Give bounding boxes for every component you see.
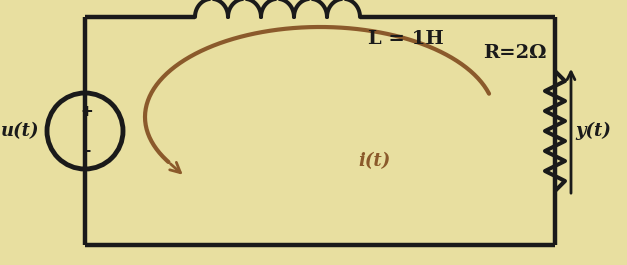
Text: -: -: [84, 143, 90, 158]
Text: +: +: [81, 104, 93, 119]
Text: u(t): u(t): [1, 122, 39, 140]
Text: i(t): i(t): [359, 152, 391, 170]
Text: R=2Ω: R=2Ω: [483, 44, 547, 62]
Text: L = 1H: L = 1H: [368, 30, 444, 48]
Text: y(t): y(t): [575, 122, 611, 140]
